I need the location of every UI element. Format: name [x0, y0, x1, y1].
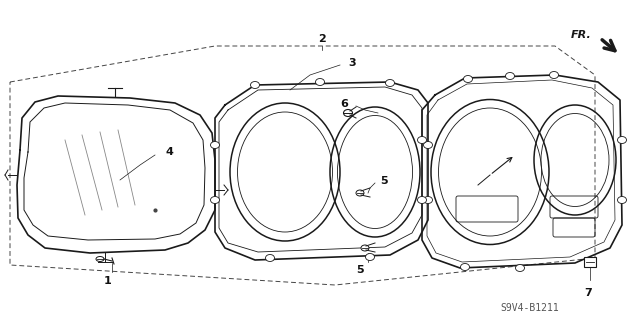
Ellipse shape — [356, 190, 364, 196]
Ellipse shape — [506, 72, 515, 79]
Ellipse shape — [618, 137, 627, 144]
Ellipse shape — [550, 71, 559, 78]
FancyBboxPatch shape — [584, 257, 596, 267]
Ellipse shape — [618, 197, 627, 204]
Text: 5: 5 — [356, 265, 364, 275]
Ellipse shape — [96, 256, 104, 262]
Text: 1: 1 — [104, 276, 112, 286]
Ellipse shape — [424, 142, 433, 149]
Ellipse shape — [344, 109, 353, 116]
Text: S9V4-B1211: S9V4-B1211 — [500, 303, 559, 313]
Ellipse shape — [424, 197, 433, 204]
Ellipse shape — [461, 263, 470, 271]
Text: FR.: FR. — [572, 30, 592, 40]
Text: 5: 5 — [380, 176, 388, 186]
Ellipse shape — [316, 78, 324, 85]
Ellipse shape — [385, 79, 394, 86]
Text: 6: 6 — [340, 99, 348, 109]
Text: 2: 2 — [318, 34, 326, 44]
Ellipse shape — [365, 254, 374, 261]
Ellipse shape — [515, 264, 525, 271]
Ellipse shape — [211, 142, 220, 149]
Text: 7: 7 — [584, 288, 592, 298]
Ellipse shape — [211, 197, 220, 204]
Text: 3: 3 — [348, 58, 356, 68]
Ellipse shape — [417, 197, 426, 204]
Ellipse shape — [361, 245, 369, 251]
Ellipse shape — [463, 76, 472, 83]
Ellipse shape — [266, 255, 275, 262]
Ellipse shape — [417, 137, 426, 144]
Ellipse shape — [250, 81, 259, 88]
Text: 4: 4 — [165, 147, 173, 157]
